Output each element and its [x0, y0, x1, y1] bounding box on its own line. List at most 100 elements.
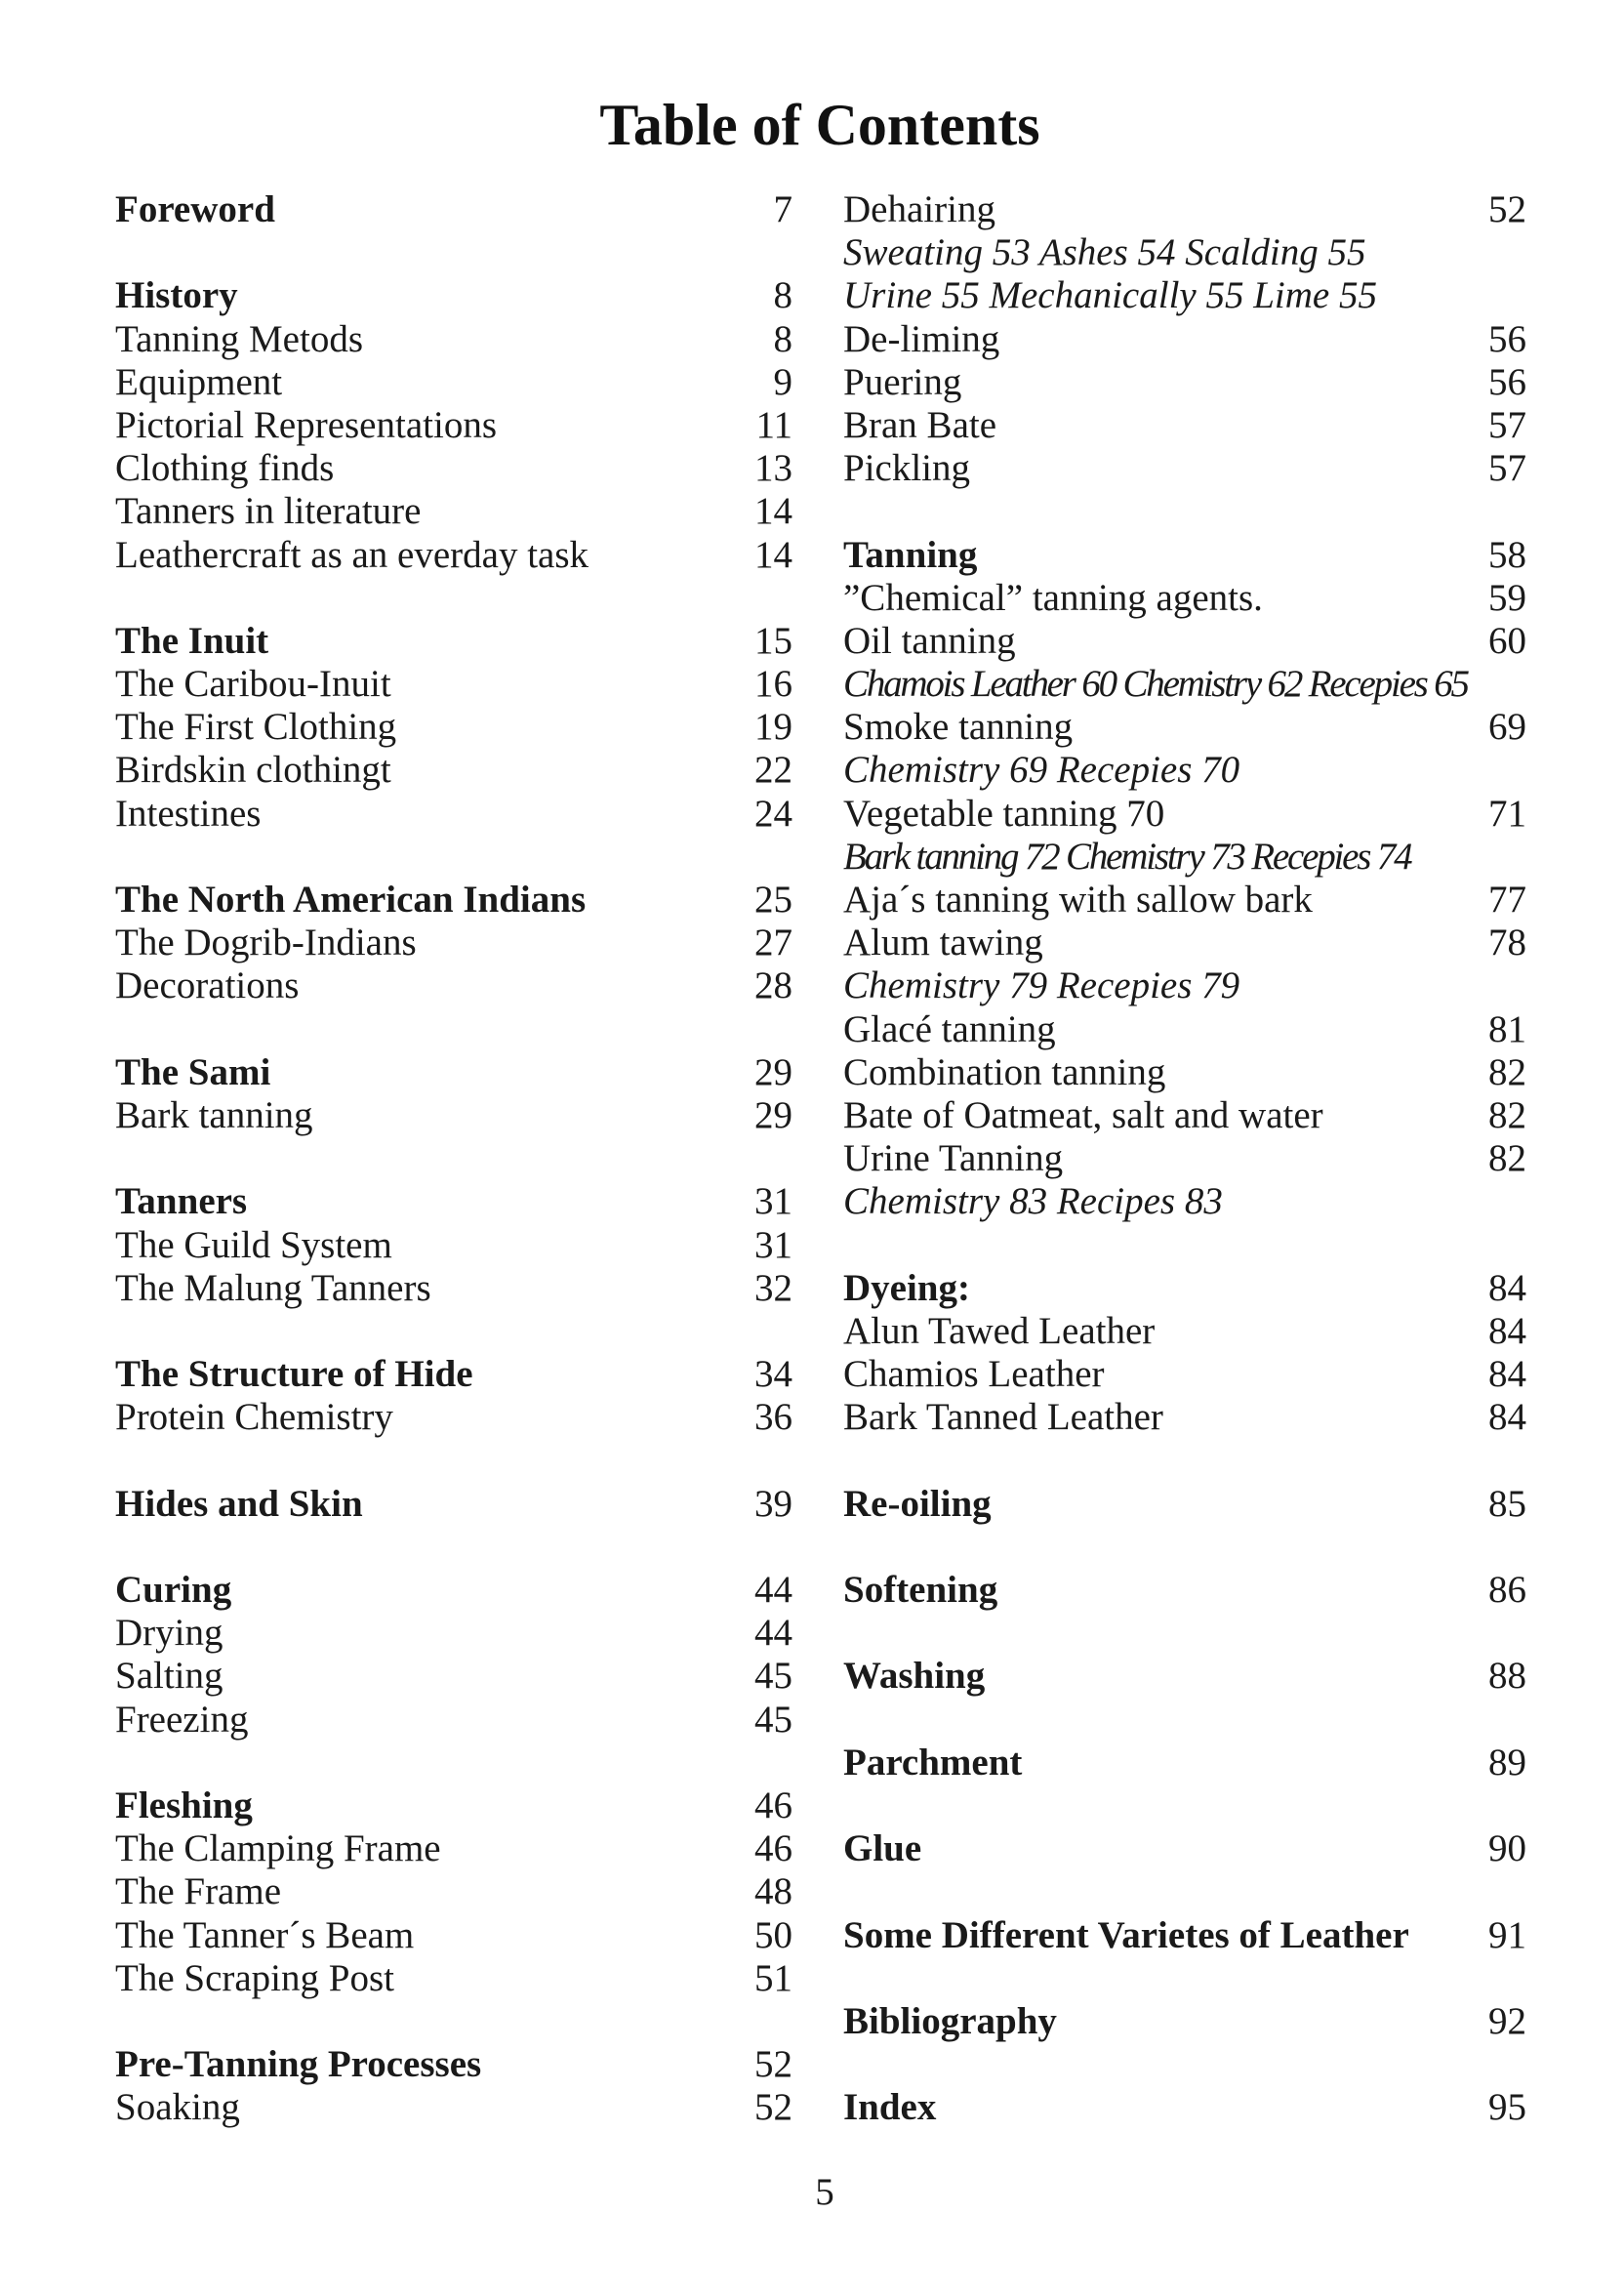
toc-entry: Leathercraft as an everday task 14 — [115, 534, 792, 577]
entry-title: Chamois Leather 60 Chemistry 62 Recepies… — [843, 663, 1470, 706]
entry-title: Salting — [115, 1655, 223, 1698]
toc-section: Curing 44 Drying 44 Salting 45 Freezing 45 — [115, 1569, 792, 1742]
entry-page-number: 82 — [1488, 1050, 1526, 1093]
entry-title: Aja´s tanning with sallow bark — [843, 879, 1313, 921]
toc-entry: Freezing 45 — [115, 1699, 792, 1742]
entry-page-number: 69 — [1488, 706, 1526, 749]
toc-heading: Bibliography 92 — [843, 2000, 1526, 2043]
toc-entry: Decorations 28 — [115, 964, 792, 1007]
toc-heading: History 8 — [115, 274, 792, 317]
entry-title: The Inuit — [115, 619, 269, 662]
toc-section: Index 95 — [843, 2086, 1526, 2129]
entry-page-number: 8 — [773, 317, 793, 360]
toc-section: Dyeing: 84 Alun Tawed Leather 84 Chamios Lea… — [843, 1267, 1526, 1440]
entry-title: Chemistry 69 Recepies 70 — [843, 749, 1240, 792]
toc-section: Some Different Varietes of Leather 91 — [843, 1914, 1526, 1957]
toc-entry: The Dogrib-Indians 27 — [115, 922, 792, 964]
toc-entry: Bate of Oatmeat, salt and water 82 — [843, 1094, 1526, 1137]
entry-page-number: 85 — [1488, 1482, 1526, 1525]
entry-page-number: 13 — [754, 447, 792, 490]
entry-title: ”Chemical” tanning agents. — [843, 576, 1263, 619]
toc-entry: Pictorial Representations 11 — [115, 404, 792, 447]
entry-title: Birdskin clothingt — [115, 749, 391, 792]
entry-title: Equipment — [115, 360, 283, 403]
entry-title: Pictorial Representations — [115, 403, 497, 446]
toc-section: Tanners 31 The Guild System 31 The Malung Ta… — [115, 1180, 792, 1310]
toc-section: Parchment 89 — [843, 1742, 1526, 1784]
entry-page-number: 39 — [754, 1482, 792, 1525]
toc-entry: Vegetable tanning 70 71 — [843, 793, 1526, 836]
entry-title: Chamios Leather — [843, 1353, 1105, 1396]
toc-section: Re-oiling 85 — [843, 1483, 1526, 1526]
toc-section: The Sami 29 Bark tanning 29 — [115, 1051, 792, 1137]
toc-entry: Birdskin clothingt 22 — [115, 749, 792, 792]
entry-page-number: 89 — [1488, 1741, 1526, 1784]
entry-title: Dyeing: — [843, 1266, 970, 1309]
entry-title: Bibliography — [843, 1999, 1057, 2042]
toc-heading: The Structure of Hide 34 — [115, 1353, 792, 1396]
entry-page-number: 28 — [754, 964, 792, 1007]
entry-page-number: 45 — [754, 1655, 792, 1698]
entry-page-number: 22 — [754, 749, 792, 792]
entry-title: Pickling — [843, 447, 971, 490]
toc-entry: The Frame 48 — [115, 1870, 792, 1913]
toc-heading: Hides and Skin 39 — [115, 1483, 792, 1526]
toc-section: Pre-Tanning Processes 52 Soaking 52 — [115, 2043, 792, 2129]
toc-entry: Glacé tanning 81 — [843, 1008, 1526, 1051]
entry-title: Protein Chemistry — [115, 1396, 393, 1439]
toc-heading: Parchment 89 — [843, 1742, 1526, 1784]
entry-page-number: 86 — [1488, 1569, 1526, 1611]
entry-page-number: 46 — [754, 1784, 792, 1826]
entry-title: Re-oiling — [843, 1482, 992, 1525]
toc-entry: Aja´s tanning with sallow bark 77 — [843, 879, 1526, 922]
toc-section: The North American Indians 25 The Dogrib-I… — [115, 879, 792, 1008]
entry-title: The Sami — [115, 1050, 271, 1093]
entry-title: Freezing — [115, 1698, 249, 1741]
toc-entry: Protein Chemistry 36 — [115, 1396, 792, 1439]
entry-title: Pre-Tanning Processes — [115, 2043, 482, 2086]
entry-page-number: 84 — [1488, 1309, 1526, 1352]
toc-section: Foreword 7 — [115, 188, 792, 231]
entry-title: Alun Tawed Leather — [843, 1309, 1156, 1352]
entry-page-number: 24 — [754, 792, 792, 835]
entry-title: Glue — [843, 1827, 922, 1870]
entry-page-number: 88 — [1488, 1655, 1526, 1698]
entry-title: The Clamping Frame — [115, 1827, 441, 1870]
toc-entry: The Scraping Post 51 — [115, 1957, 792, 2000]
toc-section: The Inuit 15 The Caribou-Inuit 16 The First … — [115, 620, 792, 836]
toc-entry: Combination tanning 82 — [843, 1051, 1526, 1094]
entry-title: The North American Indians — [115, 879, 587, 921]
entry-page-number: 90 — [1488, 1827, 1526, 1870]
entry-title: Bate of Oatmeat, salt and water — [843, 1093, 1323, 1136]
entry-title: The Frame — [115, 1870, 282, 1913]
toc-entry: De-liming 56 — [843, 318, 1526, 361]
toc-entry: Urine 55 Mechanically 55 Lime 55 — [843, 274, 1526, 317]
entry-page-number: 56 — [1488, 317, 1526, 360]
toc-section: Hides and Skin 39 — [115, 1483, 792, 1526]
toc-entry: Chamios Leather 84 — [843, 1353, 1526, 1396]
toc-entry: Clothing finds 13 — [115, 447, 792, 490]
toc-entry: The Malung Tanners 32 — [115, 1267, 792, 1310]
entry-page-number: 29 — [754, 1093, 792, 1136]
entry-title: Fleshing — [115, 1784, 253, 1826]
toc-heading: Curing 44 — [115, 1569, 792, 1612]
entry-title: Sweating 53 Ashes 54 Scalding 55 — [843, 231, 1366, 274]
toc-entry: Sweating 53 Ashes 54 Scalding 55 — [843, 231, 1526, 274]
toc-heading: Softening 86 — [843, 1569, 1526, 1612]
entry-page-number: 31 — [754, 1180, 792, 1223]
entry-page-number: 84 — [1488, 1266, 1526, 1309]
entry-title: Leathercraft as an everday task — [115, 533, 589, 576]
toc-heading: Some Different Varietes of Leather 91 — [843, 1914, 1526, 1957]
entry-page-number: 60 — [1488, 619, 1526, 662]
entry-page-number: 91 — [1488, 1913, 1526, 1956]
toc-entry: Bark tanning 72 Chemistry 73 Recepies 74 — [843, 836, 1526, 879]
entry-page-number: 14 — [754, 533, 792, 576]
toc-heading: Index 95 — [843, 2086, 1526, 2129]
entry-title: Some Different Varietes of Leather — [843, 1913, 1409, 1956]
entry-page-number: 52 — [754, 2043, 792, 2086]
entry-title: Glacé tanning — [843, 1007, 1056, 1050]
toc-entry: Soaking 52 — [115, 2086, 792, 2129]
toc-entry: Bark tanning 29 — [115, 1094, 792, 1137]
toc-entry: Alum tawing 78 — [843, 922, 1526, 964]
toc-entry: Puering 56 — [843, 361, 1526, 404]
